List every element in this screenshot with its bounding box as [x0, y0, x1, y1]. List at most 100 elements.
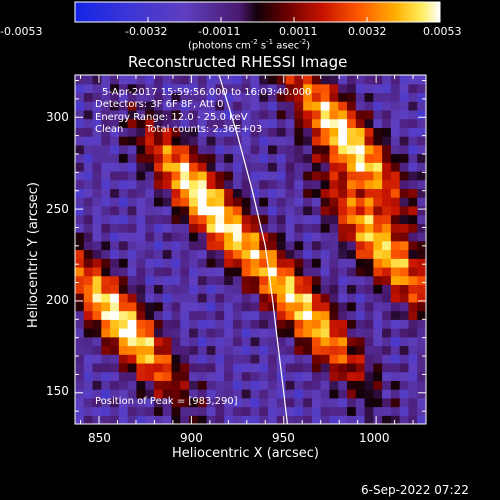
heatmap-cell — [110, 205, 120, 216]
heatmap-cell — [241, 258, 252, 268]
heatmap-cell — [224, 397, 234, 408]
heatmap-cell — [83, 75, 94, 85]
heatmap-cell — [136, 293, 146, 303]
heatmap-cell — [373, 310, 383, 320]
heatmap-cell — [136, 92, 146, 102]
heatmap-cell — [118, 249, 129, 259]
colorbar — [74, 1, 441, 23]
heatmap-cell — [311, 258, 322, 268]
heatmap-cell — [329, 188, 339, 198]
heatmap-cell — [145, 179, 155, 190]
heatmap-cell — [171, 240, 181, 251]
heatmap-cell — [320, 406, 331, 416]
heatmap-cell — [197, 109, 208, 120]
heatmap-cell — [329, 136, 339, 146]
heatmap-cell — [136, 223, 146, 233]
heatmap-cell — [145, 354, 155, 364]
heatmap-cell — [390, 75, 401, 85]
heatmap-cell — [294, 354, 304, 364]
heatmap-cell — [180, 319, 190, 329]
heatmap-cell — [320, 83, 331, 94]
heatmap-cell — [110, 153, 120, 163]
heatmap-cell — [382, 415, 392, 424]
heatmap-cell — [171, 336, 181, 347]
heatmap-cell — [224, 92, 234, 102]
heatmap-cell — [118, 266, 129, 277]
heatmap-cell — [259, 266, 269, 277]
heatmap-cell — [75, 336, 85, 347]
heatmap-cell — [382, 118, 392, 128]
heatmap-cell — [311, 319, 322, 329]
heatmap-cell — [303, 362, 313, 373]
heatmap-cell — [364, 336, 374, 347]
heatmap-cell — [294, 197, 304, 207]
heatmap-cell — [390, 266, 401, 277]
heatmap-cell — [162, 301, 173, 312]
heatmap-cell — [75, 136, 85, 146]
heatmap-cell — [241, 415, 252, 424]
heatmap-cell — [232, 354, 243, 364]
heatmap-cell — [285, 214, 295, 224]
plot-frame — [74, 74, 427, 425]
heatmap-cell — [382, 205, 392, 216]
heatmap-cell — [110, 258, 120, 268]
heatmap-cell — [364, 197, 374, 207]
heatmap-cell — [180, 415, 190, 424]
heatmap-cell — [118, 118, 129, 128]
heatmap-cell — [197, 223, 208, 233]
heatmap-cell — [259, 144, 269, 155]
heatmap-cell — [136, 83, 146, 94]
heatmap-cell — [408, 109, 418, 120]
heatmap-cell — [145, 310, 155, 320]
heatmap-cell — [127, 197, 138, 207]
heatmap-cell — [373, 371, 383, 381]
heatmap-cell — [347, 389, 357, 399]
heatmap-cell — [355, 118, 366, 128]
heatmap-cell — [145, 162, 155, 172]
heatmap-cell — [347, 118, 357, 128]
heatmap-cell — [110, 336, 120, 347]
heatmap-cell — [303, 109, 313, 120]
heatmap-cell — [127, 380, 138, 390]
heatmap-cell — [390, 406, 401, 416]
heatmap-cell — [390, 275, 401, 285]
heatmap-cell — [241, 397, 252, 408]
heatmap-cell — [338, 136, 348, 146]
heatmap-cell — [224, 293, 234, 303]
heatmap-cell — [136, 75, 146, 85]
heatmap-cell — [197, 293, 208, 303]
heatmap-cell — [268, 397, 278, 408]
heatmap-cell — [206, 380, 217, 390]
y-tick-label: 300 — [46, 110, 69, 124]
heatmap-cell — [241, 153, 252, 163]
heatmap-cell — [118, 328, 129, 338]
heatmap-cell — [250, 415, 260, 424]
heatmap-cell — [92, 188, 102, 198]
heatmap-cell — [127, 354, 138, 364]
heatmap-cell — [145, 101, 155, 111]
heatmap-cell — [399, 232, 410, 242]
heatmap-cell — [294, 389, 304, 399]
y-axis-label: Heliocentric Y (arcsec) — [26, 182, 41, 328]
heatmap-cell — [145, 406, 155, 416]
heatmap-cell — [110, 223, 120, 233]
heatmap-cell — [311, 310, 322, 320]
heatmap-cell — [189, 127, 199, 137]
heatmap-cell — [390, 83, 401, 94]
heatmap-cell — [417, 371, 426, 381]
heatmap-cell — [232, 275, 243, 285]
heatmap-cell — [338, 310, 348, 320]
heatmap-cell — [399, 328, 410, 338]
heatmap-cell — [347, 179, 357, 190]
heatmap-cell — [364, 214, 374, 224]
heatmap-cell — [390, 258, 401, 268]
heatmap-cell — [303, 397, 313, 408]
heatmap-cell — [408, 293, 418, 303]
heatmap-cell — [215, 310, 225, 320]
heatmap-cell — [347, 362, 357, 373]
heatmap-cell — [153, 92, 164, 102]
heatmap-cell — [110, 275, 120, 285]
heatmap-cell — [162, 101, 173, 111]
heatmap-cell — [127, 310, 138, 320]
heatmap-cell — [259, 249, 269, 259]
